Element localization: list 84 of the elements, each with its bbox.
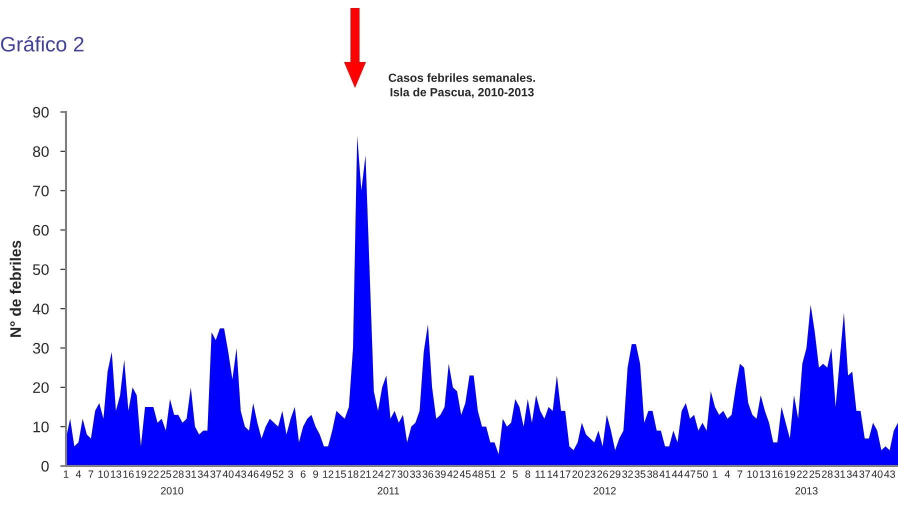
y-tick-label: 20 <box>33 382 49 394</box>
x-tick-label: 4 <box>724 470 730 478</box>
x-tick-label: 52 <box>272 470 284 478</box>
y-tick-label: 40 <box>32 304 49 314</box>
x-tick-label: 28 <box>822 470 833 478</box>
x-tick-label: 9 <box>313 470 318 478</box>
x-tick-label: 50 <box>697 470 708 478</box>
x-tick-label: 40 <box>872 470 883 478</box>
x-tick-label: 17 <box>560 470 570 478</box>
x-tick-label: 39 <box>435 470 446 478</box>
x-tick-label: 1 <box>712 470 718 478</box>
x-tick-label: 40 <box>222 470 234 478</box>
x-tick-label: 35 <box>634 470 646 478</box>
x-tick-label: 19 <box>136 470 146 478</box>
x-tick-label: 16 <box>123 470 134 478</box>
x-tick-label: 12 <box>323 470 334 478</box>
text: 2010 <box>161 487 184 494</box>
x-tick-label: 37 <box>210 470 222 478</box>
x-tick-label: 19 <box>784 470 796 478</box>
x-tick-label: 25 <box>160 470 172 478</box>
x-tick-label: 14 <box>548 470 558 478</box>
x-tick-label: 43 <box>884 470 896 478</box>
x-tick-label: 13 <box>110 470 122 478</box>
x-tick-label: 42 <box>447 470 458 478</box>
x-tick-label: 7 <box>738 470 742 478</box>
x-tick-label: 38 <box>647 470 658 478</box>
y-tick-label: 80 <box>33 146 49 158</box>
y-tick-label: 0 <box>41 460 49 472</box>
x-tick-label: 11 <box>536 470 546 478</box>
y-tick-label: 90 <box>33 106 49 118</box>
x-tick-label: 48 <box>472 470 484 478</box>
x-tick-label: 15 <box>336 470 346 478</box>
x-tick-label: 23 <box>584 470 596 478</box>
x-tick-label: 43 <box>235 470 246 478</box>
x-tick-label: 6 <box>300 470 306 478</box>
x-tick-label: 22 <box>148 470 159 478</box>
x-tick-label: 44 <box>672 470 684 478</box>
chart-subtitle: Casos febriles semanales. Isla de Pascua, 2010-2013 <box>388 73 536 98</box>
x-tick-label: 31 <box>834 470 846 478</box>
x-tick-label: 1 <box>64 470 68 478</box>
x-tick-label: 22 <box>797 470 808 478</box>
x-tick-label: 27 <box>385 470 396 478</box>
chart-title: Gráfico 2 <box>1 36 84 52</box>
x-tick-label: 25 <box>810 470 820 478</box>
x-tick-label: 49 <box>260 470 271 478</box>
x-tick-label: 18 <box>348 470 358 478</box>
text: 2011 <box>378 487 400 494</box>
x-tick-label: 30 <box>398 470 408 478</box>
x-tick-label: 37 <box>859 470 870 478</box>
x-tick-label: 3 <box>288 470 294 478</box>
y-tick-label: 60 <box>33 224 49 236</box>
x-tick-label: 5 <box>512 470 518 478</box>
x-tick-label: 20 <box>572 470 584 478</box>
x-tick-label: 47 <box>684 470 696 478</box>
x-tick-label: 29 <box>610 470 620 478</box>
x-tick-label: 41 <box>659 470 670 478</box>
x-tick-label: 13 <box>760 470 770 478</box>
text: 2012 <box>594 487 616 494</box>
x-tick-label: 45 <box>460 470 471 478</box>
y-axis-title: N° de febriles <box>10 240 21 337</box>
y-tick-label: 10 <box>34 422 49 432</box>
x-tick-label: 8 <box>525 470 530 478</box>
x-tick-label: 34 <box>198 470 209 478</box>
x-tick-label: 10 <box>747 470 758 478</box>
x-tick-label: 28 <box>173 470 184 478</box>
x-tick-label: 16 <box>772 470 783 478</box>
x-tick-label: 46 <box>248 470 259 478</box>
x-tick-label: 4 <box>76 470 82 478</box>
y-tick-label: 50 <box>32 264 49 276</box>
text: 2013 <box>795 487 818 494</box>
x-tick-label: 7 <box>88 470 94 478</box>
x-tick-label: 36 <box>422 470 434 478</box>
y-tick-label: 30 <box>32 342 49 354</box>
x-tick-label: 24 <box>372 470 384 478</box>
x-tick-label: 10 <box>98 470 109 478</box>
x-tick-label: 34 <box>846 470 858 478</box>
x-tick-label: 51 <box>484 470 496 478</box>
x-tick-label: 32 <box>622 470 633 478</box>
x-tick-label: 33 <box>410 470 421 478</box>
x-tick-label: 26 <box>597 470 608 478</box>
x-tick-label: 2 <box>500 470 506 478</box>
x-tick-label: 21 <box>360 470 371 478</box>
y-tick-label: 70 <box>33 186 49 196</box>
x-tick-label: 31 <box>185 470 196 478</box>
